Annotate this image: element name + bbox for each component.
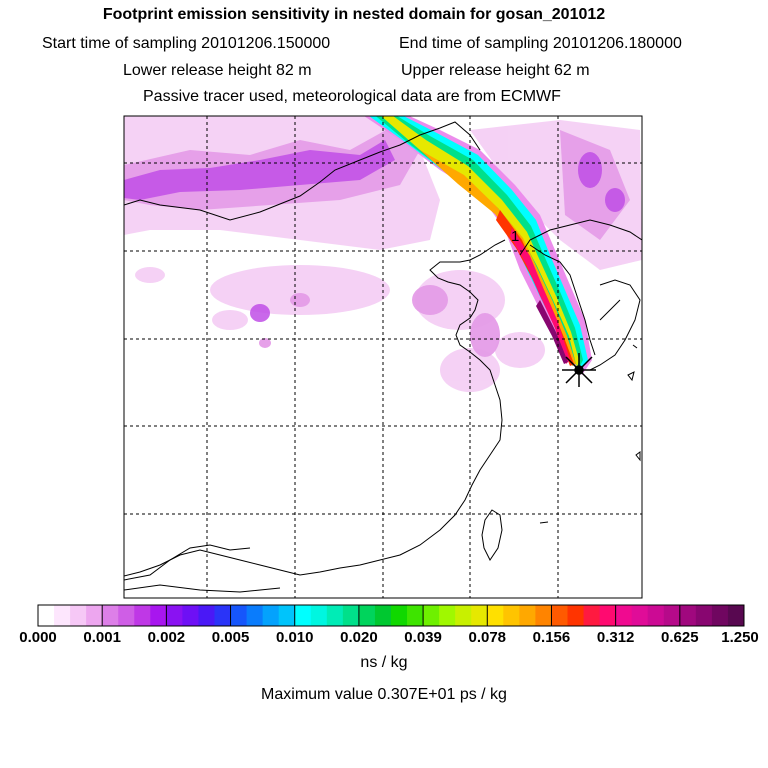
plume-label: 1 [511,228,519,245]
colorbar-tick-label: 0.005 [211,629,250,646]
transport-plume [364,116,592,375]
colorbar-tick-label: 0.625 [661,629,699,646]
colorbar-tick-label: 0.010 [275,629,314,646]
release-site-marker [562,353,596,387]
lat-lon-grid [124,116,642,598]
colorbar-tick-label: 0.312 [596,629,635,646]
map-border [123,115,643,599]
colorbar-tick-label: 0.156 [532,629,571,646]
tracer-note-text: Passive tracer used, meteorological data… [143,88,561,105]
colorbar-tick-label: 0.020 [340,629,378,646]
plot-title: Footprint emission sensitivity in nested… [102,6,606,23]
start-time-text: Start time of sampling 20101206.150000 [42,35,331,52]
high-sensitivity-patches [124,140,625,322]
colorbar-tick-label: 0.039 [404,629,442,646]
colorbar-tick-label: 0.002 [147,629,186,646]
colorbar-tick-label: 0.001 [83,629,121,646]
colorbar-units: ns / kg [360,654,408,671]
colorbar-tick-label: 0.000 [19,629,57,646]
end-time-text: End time of sampling 20101206.180000 [399,35,682,52]
upper-release-height-text: Upper release height 62 m [401,62,590,79]
sensitivity-field [124,116,642,598]
colorbar-tick-label: 0.078 [468,629,507,646]
coastlines [124,121,642,593]
lower-release-height-text: Lower release height 82 m [123,62,312,79]
colorbar-tick-label: 1.250 [721,629,759,646]
maximum-value-text: Maximum value 0.307E+01 ps / kg [261,686,507,703]
